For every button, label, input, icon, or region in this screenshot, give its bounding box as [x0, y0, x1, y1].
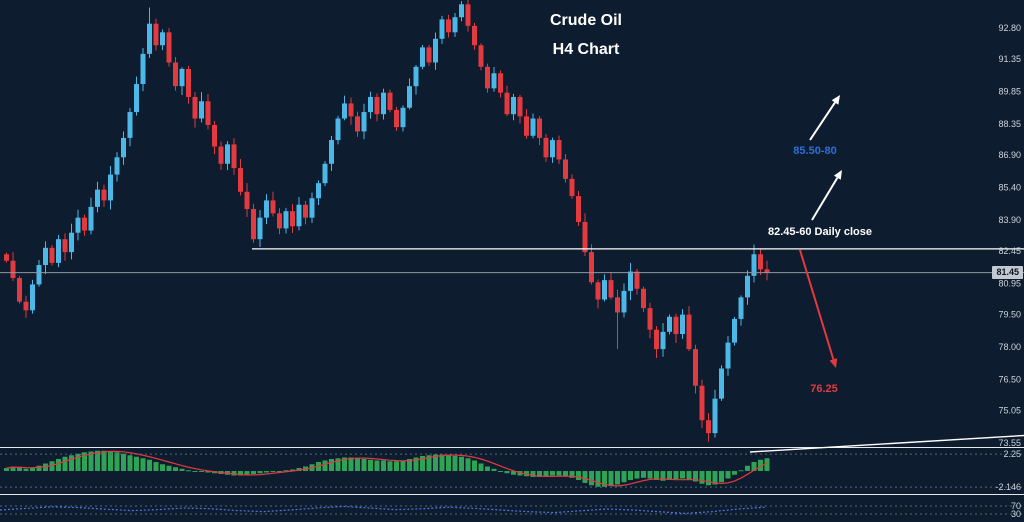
price-axis-label: 92.80: [998, 23, 1021, 33]
price-axis-label: 85.40: [998, 182, 1021, 192]
trendline: [749, 434, 1024, 453]
downside-target-label: 76.25: [810, 383, 838, 395]
price-axis-label: 79.50: [998, 310, 1021, 320]
chart-title-symbol: Crude Oil: [549, 12, 622, 29]
price-axis-label: 82.45: [998, 246, 1021, 256]
price-axis-label: 2.25: [1003, 449, 1021, 459]
price-axis-label: 83.90: [998, 215, 1021, 225]
upside-arrow-1: [809, 95, 840, 141]
price-axis-label: 76.50: [998, 374, 1021, 384]
price-axis-label: 89.85: [998, 87, 1021, 97]
downside-arrow: [799, 249, 838, 368]
price-axis-label: 78.00: [998, 342, 1021, 352]
indicator-level-lines: [0, 453, 1024, 488]
price-axis-label: 73.55: [998, 438, 1021, 448]
price-axis-label: 86.90: [998, 150, 1021, 160]
price-axis-label: 91.35: [998, 54, 1021, 64]
oscillator-level-lines: [0, 505, 1024, 515]
upside-arrow-2: [811, 170, 842, 221]
indicator-signal-line: [6, 450, 768, 487]
panel-separators: [0, 447, 1024, 495]
candles: [4, 0, 770, 442]
price-axis: 92.80 91.35 89.85 88.35 86.90 85.40 83.90 82.45…: [998, 23, 1021, 448]
price-axis-label: 30: [1011, 509, 1021, 519]
price-axis-label: 88.35: [998, 119, 1021, 129]
oscillator-line: [0, 505, 766, 515]
annotation-arrows: [799, 95, 842, 368]
price-axis-label: 70: [1011, 501, 1021, 511]
price-axis-label: 75.05: [998, 406, 1021, 416]
chart-title: Crude Oil H4 Chart: [536, 13, 636, 58]
indicator-histogram: [4, 450, 770, 487]
upside-target-label: 85.50-80: [793, 145, 837, 157]
price-axis-label: 80.95: [998, 278, 1021, 288]
daily-close-label: 82.45-60 Daily close: [768, 226, 872, 238]
chart-title-timeframe: H4 Chart: [552, 41, 620, 58]
indicator-axis: 2.25 -2.146: [995, 449, 1021, 492]
price-axis-label: -2.146: [995, 482, 1021, 492]
current-price-tag: 81.45: [992, 265, 1023, 279]
